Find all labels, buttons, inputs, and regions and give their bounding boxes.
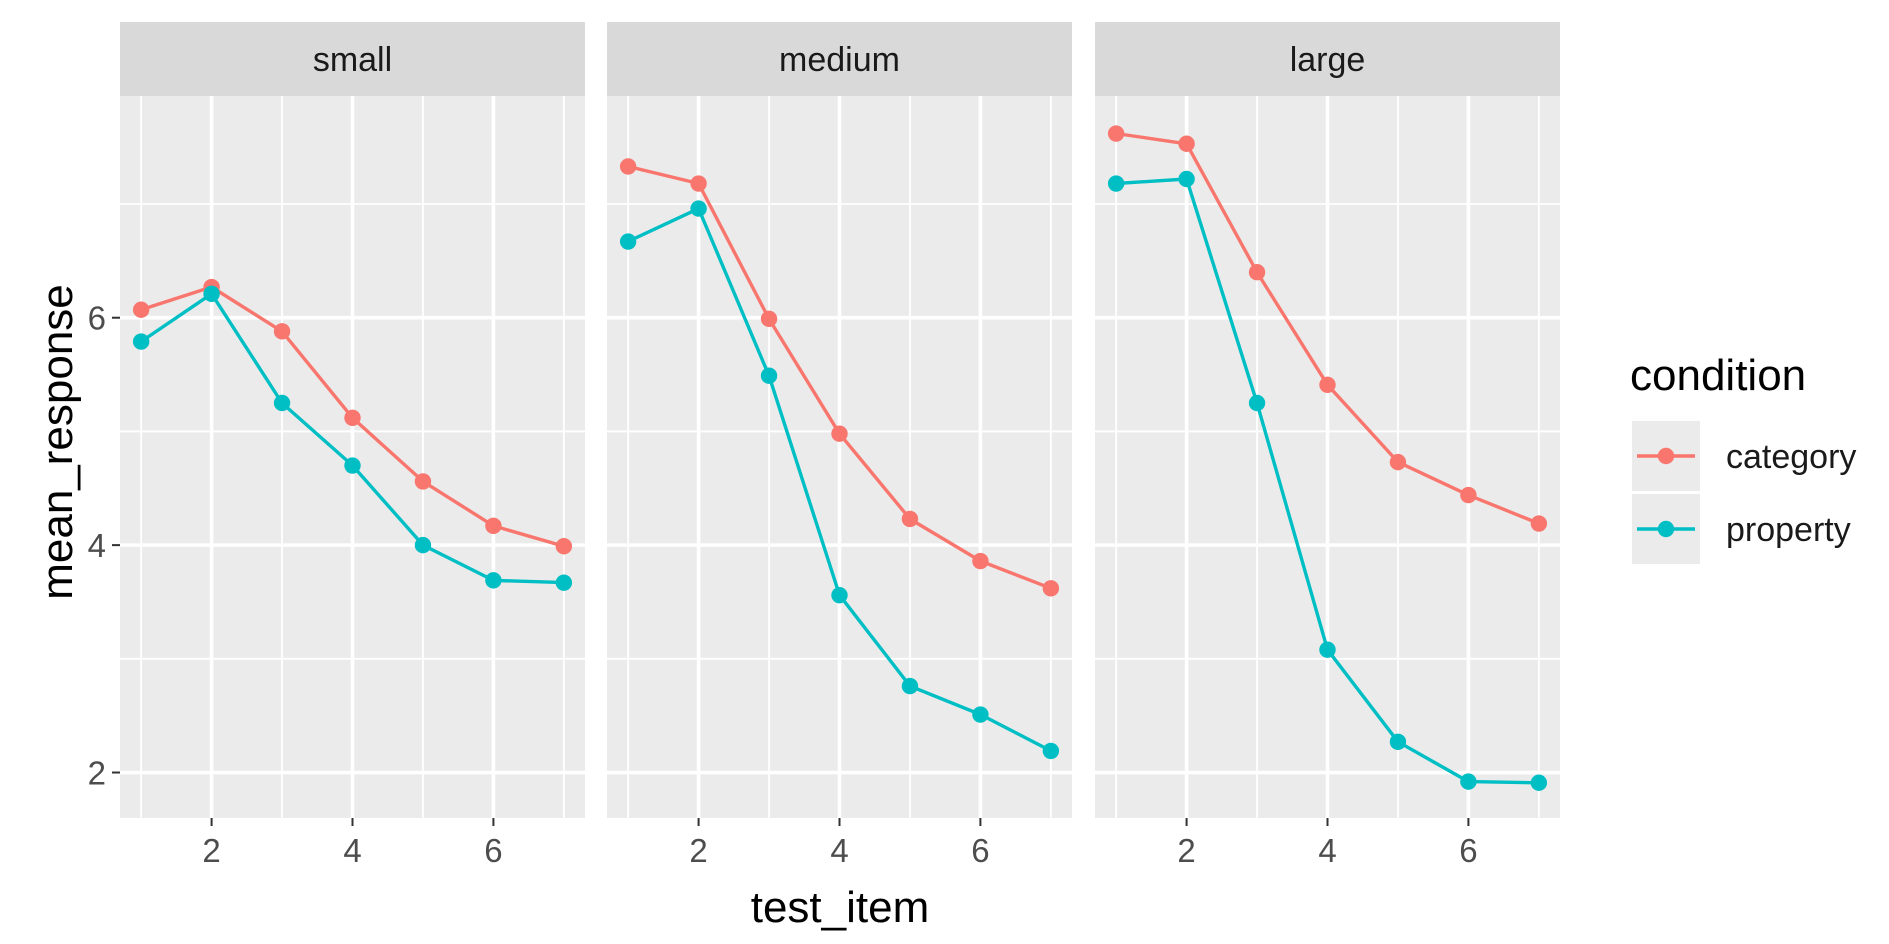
legend-item-category: category (1632, 421, 1856, 491)
data-point-category (901, 510, 919, 528)
x-tick-label: 2 (1177, 832, 1195, 869)
data-point-category (1178, 135, 1195, 152)
data-point-property (1107, 175, 1125, 192)
legend-item-property: property (1632, 494, 1851, 564)
data-point-category (273, 323, 291, 340)
data-point-category (831, 425, 848, 442)
series-property-small (132, 285, 573, 591)
data-point-property (273, 394, 291, 412)
data-point-category (1319, 376, 1336, 393)
x-axis-title: test_item (751, 883, 930, 932)
x-tick-label: 6 (484, 832, 502, 869)
data-point-property (1389, 733, 1407, 751)
y-tick-label: 4 (88, 527, 106, 564)
data-point-category (1248, 264, 1266, 281)
x-tick-label: 2 (202, 832, 220, 869)
x-tick-label: 4 (830, 832, 848, 869)
data-point-property (1248, 394, 1266, 412)
data-point-category (1389, 453, 1407, 471)
data-point-property (203, 285, 220, 303)
data-point-category (619, 158, 637, 175)
data-point-category (555, 538, 573, 555)
x-tick-label: 6 (971, 832, 989, 869)
legend: condition category property (1630, 351, 1856, 564)
x-tick-label: 4 (343, 832, 361, 869)
data-point-category (132, 301, 150, 318)
legend-title: condition (1630, 351, 1806, 400)
strip-label-medium: medium (779, 41, 900, 79)
series-category-medium (619, 158, 1060, 597)
data-point-property (1178, 170, 1195, 188)
data-point-category (485, 517, 502, 534)
y-tick-label: 6 (88, 300, 106, 337)
x-axis: 2 4 6 2 4 6 2 4 6 (202, 818, 1478, 869)
data-point-property (1319, 641, 1336, 658)
data-point-property (344, 457, 361, 474)
data-point-property (1042, 742, 1060, 760)
data-point-category (414, 473, 432, 490)
y-tick-label: 2 (88, 755, 106, 792)
panel-large: large (1095, 22, 1560, 818)
series-property-large (1107, 170, 1548, 791)
data-point-property (831, 586, 848, 604)
data-point-property (690, 200, 707, 217)
x-tick-label: 4 (1318, 832, 1336, 869)
legend-label-category: category (1726, 438, 1856, 476)
y-axis-title: mean_response (33, 284, 82, 600)
data-point-property (760, 367, 778, 384)
data-point-category (690, 175, 707, 192)
strip-large (1095, 22, 1560, 96)
data-point-property (485, 572, 502, 589)
facet-panels: small medium large (120, 22, 1560, 818)
data-point-category (1107, 125, 1125, 142)
legend-label-property: property (1726, 511, 1851, 549)
data-point-category (344, 409, 361, 426)
data-point-category (760, 310, 778, 328)
data-point-category (1530, 515, 1548, 532)
data-point-property (619, 233, 637, 250)
y-axis: 2 4 6 (88, 300, 120, 792)
data-point-property (414, 536, 432, 554)
x-tick-label: 2 (689, 832, 707, 869)
x-tick-label: 6 (1459, 832, 1477, 869)
data-point-category (1042, 580, 1060, 597)
panel-medium: medium (607, 22, 1072, 818)
legend-key-point (1657, 520, 1675, 538)
panel-small: small (120, 22, 585, 818)
legend-keys: category property (1632, 421, 1856, 564)
data-point-property (132, 333, 150, 350)
data-point-property (555, 574, 573, 591)
data-point-category (1460, 486, 1477, 504)
series-property-medium (619, 200, 1060, 760)
strip-label-small: small (313, 41, 392, 79)
series-category-large (1107, 125, 1548, 532)
strip-small (120, 22, 585, 96)
data-point-property (1460, 773, 1477, 790)
data-point-category (972, 552, 989, 570)
data-point-property (1530, 774, 1548, 791)
legend-key-point (1657, 447, 1675, 465)
data-point-property (972, 706, 989, 723)
strip-label-large: large (1290, 41, 1366, 79)
data-point-property (901, 677, 919, 695)
strip-medium (607, 22, 1072, 96)
